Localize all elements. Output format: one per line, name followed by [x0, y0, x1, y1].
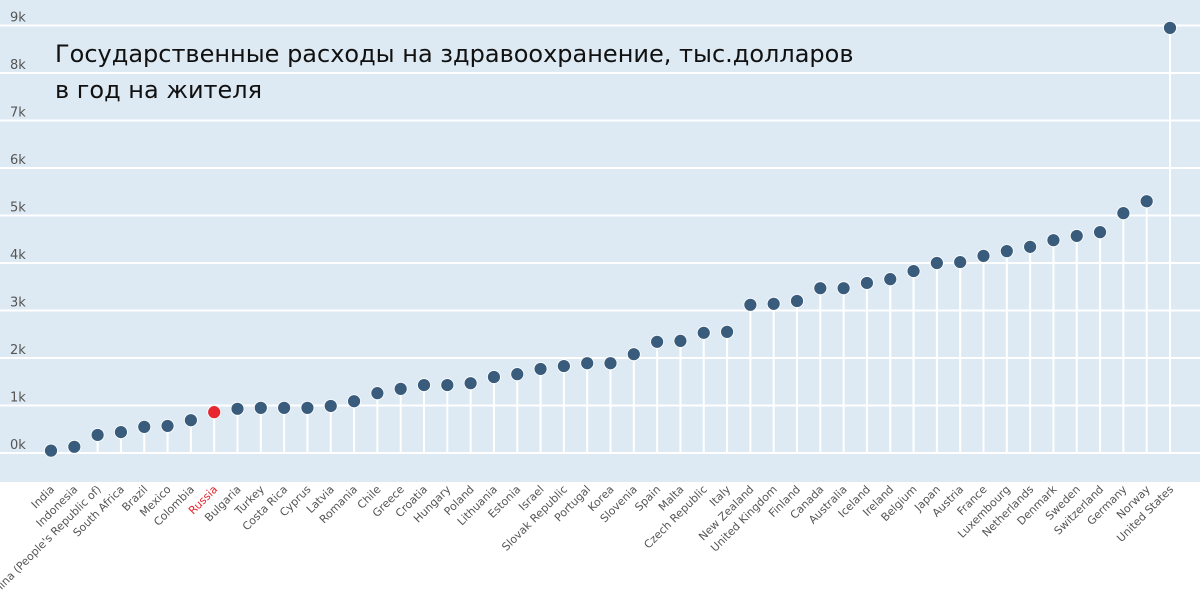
y-tick-label: 9k — [10, 11, 26, 26]
y-tick-label: 1k — [10, 391, 26, 406]
data-point-chile — [370, 386, 385, 401]
data-point-cyprus — [300, 400, 315, 415]
data-point-japan — [929, 256, 944, 270]
y-tick-label: 5k — [10, 201, 26, 216]
data-point-norway — [1139, 194, 1154, 209]
data-point-luxembourg — [999, 244, 1014, 259]
data-point-turkey — [253, 400, 268, 415]
data-point-united-kingdom — [766, 296, 781, 311]
data-point-australia — [836, 281, 851, 296]
data-point-portugal — [580, 356, 595, 371]
data-point-slovak-republic — [556, 359, 571, 373]
data-point-brazil — [137, 419, 152, 434]
data-point-bulgaria — [230, 401, 245, 416]
data-point-spain — [650, 334, 665, 349]
data-point-russia — [207, 405, 222, 420]
data-point-czech-republic — [696, 325, 711, 340]
chart-title: Государственные расходы на здравоохранен… — [55, 40, 854, 104]
data-point-denmark — [1046, 233, 1061, 248]
data-point-romania — [347, 394, 361, 409]
y-tick-label: 7k — [10, 106, 26, 121]
data-points — [44, 20, 1177, 458]
gridlines — [0, 24, 1200, 454]
data-point-malta — [673, 333, 688, 348]
data-point-estonia — [510, 367, 525, 382]
data-point-colombia — [183, 413, 198, 428]
data-point-austria — [953, 255, 968, 269]
data-point-hungary — [440, 378, 455, 392]
data-point-latvia — [323, 399, 338, 413]
y-tick-label: 6k — [10, 153, 26, 168]
data-point-indonesia — [67, 439, 82, 454]
stems — [50, 27, 1171, 453]
data-point-united-states — [1163, 20, 1177, 35]
data-point-finland — [790, 294, 804, 308]
y-tick-label: 8k — [10, 58, 26, 73]
x-tick-label: China (People's Republic of) — [0, 483, 104, 601]
y-tick-label: 0k — [10, 438, 26, 453]
data-point-switzerland — [1093, 225, 1107, 240]
data-point-greece — [393, 381, 408, 396]
data-point-korea — [603, 356, 618, 371]
data-point-canada — [813, 281, 828, 296]
data-point-lithuania — [487, 370, 501, 384]
data-point-italy — [720, 324, 734, 339]
data-point-poland — [463, 376, 478, 391]
data-point-costa-rica — [277, 400, 292, 415]
data-point-belgium — [906, 264, 921, 278]
data-point-israel — [533, 362, 548, 376]
data-point-new-zealand — [743, 297, 758, 312]
data-point-china-people-s-republic-of- — [90, 428, 105, 442]
y-axis: 0k 1k 2k 3k 4k 5k 6k 7k 8k 9k — [10, 11, 26, 454]
data-point-france — [976, 248, 991, 263]
plot-background — [0, 0, 1200, 482]
data-point-south-africa — [114, 425, 128, 440]
data-point-sweden — [1069, 229, 1084, 243]
data-point-germany — [1116, 206, 1131, 221]
data-point-netherlands — [1023, 239, 1038, 254]
x-tick-label: Spain — [632, 483, 663, 514]
data-point-croatia — [417, 378, 431, 392]
y-tick-label: 3k — [10, 296, 26, 311]
y-tick-label: 2k — [10, 343, 26, 358]
data-point-mexico — [160, 419, 175, 433]
data-point-slovenia — [626, 347, 641, 362]
data-point-india — [44, 443, 58, 458]
data-point-ireland — [883, 272, 898, 287]
y-tick-label: 4k — [10, 248, 26, 263]
data-point-iceland — [860, 276, 874, 290]
